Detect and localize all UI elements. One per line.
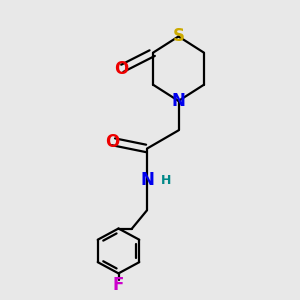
- Text: S: S: [172, 27, 184, 45]
- Text: O: O: [114, 60, 129, 78]
- Text: F: F: [113, 276, 124, 294]
- Text: N: N: [172, 92, 185, 110]
- Text: N: N: [140, 171, 154, 189]
- Text: H: H: [161, 173, 172, 187]
- Text: O: O: [105, 133, 120, 151]
